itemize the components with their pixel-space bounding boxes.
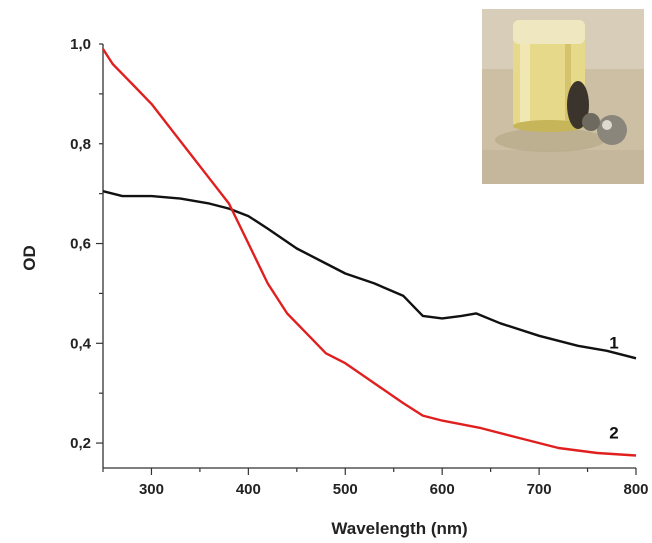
x-tick-label: 400 — [236, 481, 261, 498]
x-tick-label: 600 — [430, 481, 455, 498]
y-axis-title: OD — [20, 245, 39, 271]
y-tick-label: 0,2 — [70, 435, 91, 452]
series-1-line — [102, 190, 637, 360]
y-tick-label: 0,4 — [70, 335, 92, 352]
x-tick-label: 700 — [527, 481, 552, 498]
y-tick-label: 0,8 — [70, 136, 91, 153]
x-tick-label: 300 — [139, 481, 164, 498]
series-1-label: 1 — [609, 333, 618, 352]
inset-photo — [482, 9, 644, 184]
y-tick-label: 1,0 — [70, 36, 91, 53]
x-tick-label: 500 — [333, 481, 358, 498]
y-tick-label: 0,6 — [70, 236, 91, 253]
series-2-line — [101, 48, 637, 457]
x-tick-label: 800 — [623, 481, 648, 498]
plot-area — [101, 48, 637, 457]
series-2-label: 2 — [609, 424, 618, 443]
x-axis-title: Wavelength (nm) — [331, 519, 467, 538]
axes: 300 400 500 600 700 800 0,2 0,4 0,6 0,8 1,0 — [70, 36, 648, 498]
labels: Wavelength (nm) OD 1 2 — [20, 245, 619, 538]
